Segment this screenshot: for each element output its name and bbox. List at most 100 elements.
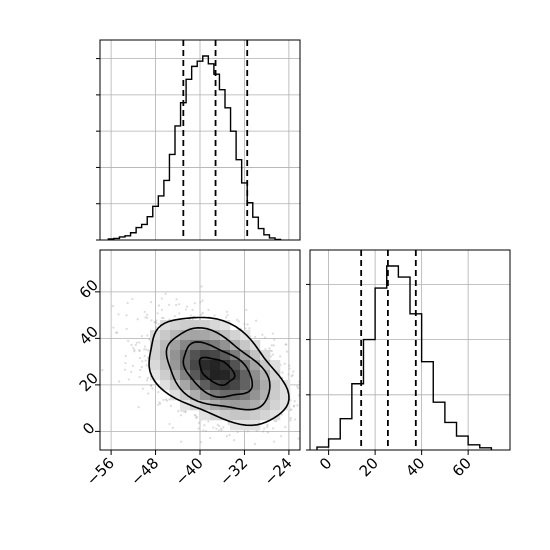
- scatter-point: [294, 418, 297, 421]
- scatter-point: [153, 321, 156, 324]
- scatter-point: [197, 421, 201, 424]
- density-cell: [260, 370, 271, 381]
- scatter-point: [169, 404, 172, 407]
- scatter-point: [236, 430, 239, 434]
- density-cell: [220, 340, 231, 351]
- scatter-point: [143, 310, 146, 314]
- scatter-point: [204, 430, 208, 433]
- density-cell: [160, 340, 171, 351]
- scatter-point: [297, 394, 300, 397]
- scatter-point: [228, 434, 231, 437]
- scatter-point: [293, 457, 295, 459]
- scatter-point: [144, 316, 147, 319]
- density-cell: [220, 320, 231, 331]
- contour-line: [148, 316, 290, 427]
- scatter-point: [275, 420, 278, 423]
- density-cell: [160, 360, 171, 371]
- density-cell: [220, 400, 231, 411]
- density-cell: [150, 340, 161, 351]
- y-ticks: [306, 283, 310, 451]
- scatter-point: [292, 370, 295, 373]
- x-tick-label: 40: [402, 454, 428, 480]
- density-cell: [160, 330, 171, 341]
- scatter-point: [280, 435, 283, 438]
- density-cell: [200, 400, 211, 411]
- scatter-point: [261, 333, 264, 336]
- scatter-point: [149, 384, 153, 387]
- scatter-point: [146, 356, 150, 359]
- scatter-point: [179, 414, 183, 417]
- scatter-point: [279, 355, 282, 358]
- scatter-point: [111, 305, 115, 308]
- scatter-point: [145, 379, 149, 382]
- y-tick-label: 0: [79, 419, 98, 438]
- scatter-point: [150, 301, 153, 304]
- density-cell: [170, 330, 181, 341]
- scatter-point: [288, 367, 291, 370]
- x-tick-label: 0: [316, 454, 335, 473]
- density-cell: [180, 370, 191, 381]
- scatter-point: [156, 312, 159, 315]
- scatter-point: [112, 326, 115, 329]
- density-cell: [230, 360, 241, 371]
- density-grid: [150, 320, 291, 431]
- scatter-point: [264, 348, 267, 351]
- scatter-point: [273, 338, 276, 341]
- scatter-point: [115, 331, 119, 334]
- scatter-point: [124, 361, 127, 365]
- scatter-point: [266, 423, 269, 426]
- scatter-point: [263, 427, 266, 430]
- density-cell: [270, 370, 281, 381]
- scatter-point: [130, 343, 133, 347]
- density-cell: [250, 370, 261, 381]
- scatter-point: [285, 350, 289, 353]
- density-cell: [220, 350, 231, 361]
- scatter-point: [262, 430, 265, 433]
- density-cell: [210, 350, 221, 361]
- scatter-point: [213, 314, 216, 317]
- scatter-point: [232, 439, 236, 442]
- density-cell: [240, 370, 251, 381]
- scatter-point: [215, 427, 218, 430]
- scatter-point: [225, 310, 229, 313]
- scatter-point: [194, 414, 197, 418]
- contour-lines: [148, 316, 290, 427]
- scatter-point: [203, 424, 206, 427]
- quantile-lines-y: [360, 250, 417, 450]
- scatter-point: [269, 355, 273, 358]
- histogram-step-x: [107, 55, 282, 241]
- scatter-point: [220, 427, 223, 430]
- scatter-point: [289, 417, 292, 420]
- scatter-point: [146, 313, 149, 316]
- scatter-point: [160, 297, 163, 300]
- scatter-point: [133, 350, 136, 353]
- scatter-point: [266, 425, 269, 429]
- scatter-point: [271, 332, 274, 335]
- y-ticks: [96, 58, 100, 241]
- y-tick-label: 20: [76, 369, 102, 395]
- scatter-point: [126, 302, 129, 305]
- scatter-point: [143, 348, 146, 351]
- scatter-point: [101, 369, 104, 372]
- scatter-point: [160, 308, 163, 311]
- density-cell: [170, 390, 181, 401]
- scatter-point: [306, 409, 308, 411]
- density-cell: [260, 390, 271, 401]
- scatter-point: [175, 298, 178, 301]
- density-cell: [260, 360, 271, 371]
- density-cell: [170, 370, 181, 381]
- density-cell: [210, 320, 221, 331]
- density-cell: [170, 380, 181, 391]
- density-cell: [250, 380, 261, 391]
- scatter-point: [134, 343, 137, 347]
- density-cell: [280, 400, 291, 411]
- density-cell: [230, 410, 241, 421]
- scatter-point: [157, 390, 160, 394]
- density-cell: [220, 390, 231, 401]
- density-cell: [180, 340, 191, 351]
- scatter-point: [143, 345, 147, 348]
- scatter-point: [168, 422, 171, 426]
- density-cell: [230, 400, 241, 411]
- scatter-point: [270, 344, 273, 347]
- density-cell: [240, 330, 251, 341]
